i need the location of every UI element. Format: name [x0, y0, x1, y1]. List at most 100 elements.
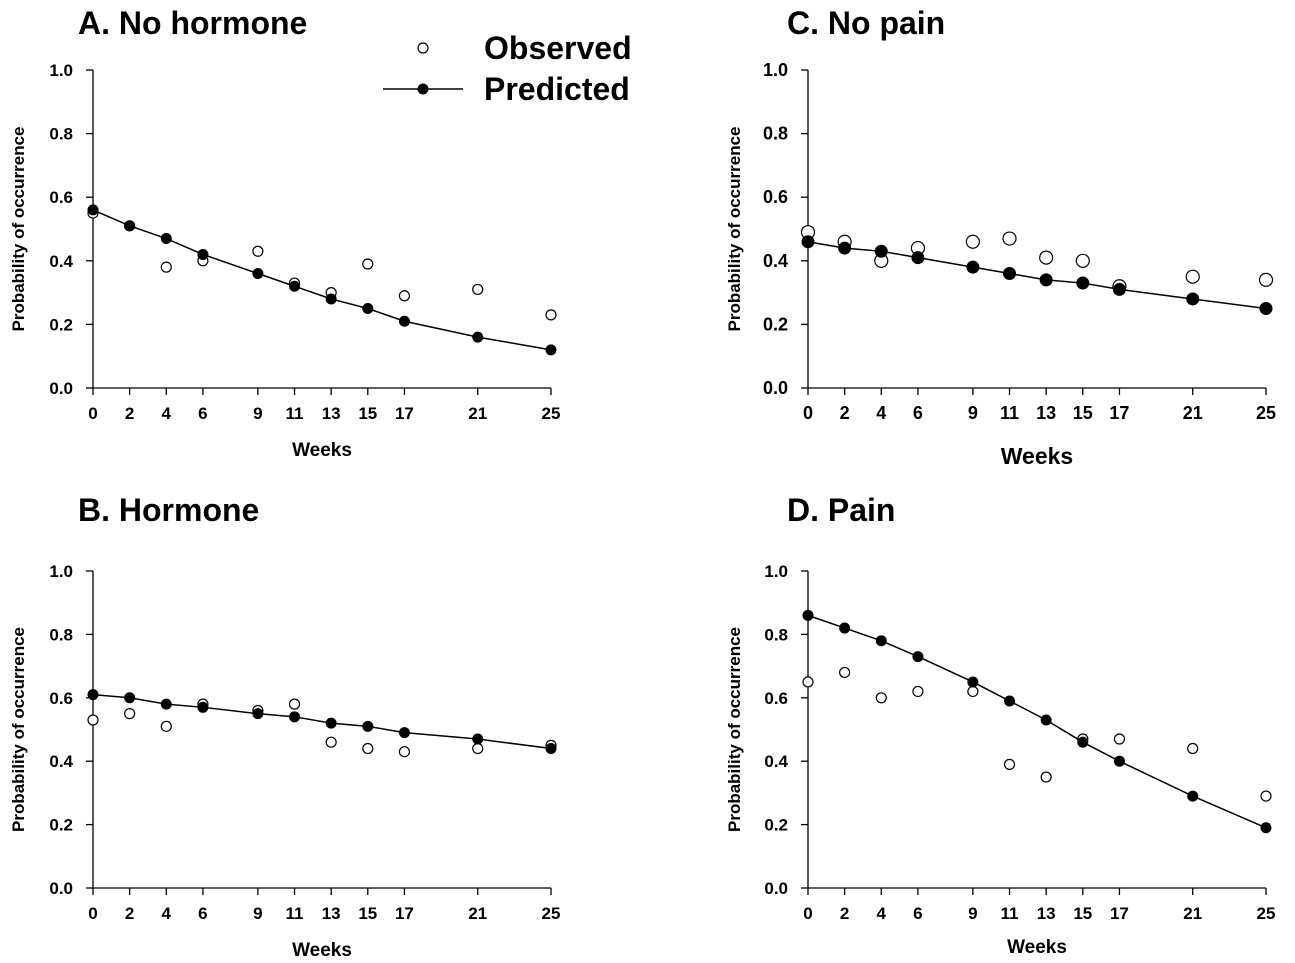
predicted-point	[289, 280, 301, 292]
legend-observed-marker	[417, 42, 429, 54]
x-tick-label: 4	[162, 904, 172, 923]
x-tick-label: 9	[968, 403, 978, 423]
x-tick-label: 4	[876, 403, 886, 423]
y-tick-label: 0.2	[763, 314, 788, 334]
x-tick-label: 6	[198, 404, 207, 423]
predicted-point	[472, 331, 484, 343]
predicted-point	[1077, 736, 1089, 748]
observed-point	[472, 742, 484, 755]
x-tick-label: 2	[125, 404, 134, 423]
predicted-point	[1004, 695, 1016, 707]
y-tick-label: 1.0	[763, 60, 788, 80]
y-tick-label: 1.0	[764, 562, 788, 581]
observed-point	[87, 714, 99, 726]
predicted-point	[472, 733, 484, 745]
y-tick-label: 0.2	[49, 816, 73, 835]
observed-point	[965, 234, 980, 249]
observed-point	[967, 685, 979, 698]
x-tick-label: 21	[1183, 403, 1203, 423]
observed-point	[1002, 231, 1017, 246]
y-axis-title: Probability of occurrence	[9, 627, 28, 832]
x-tick-label: 17	[395, 404, 414, 423]
observed-point	[362, 742, 374, 755]
panel-a: A. No hormone 0.0 0.2 0.4 0.6 0.8 1.0 0 2 4 6 9 11 13…	[9, 5, 560, 461]
observed-point	[875, 692, 887, 704]
legend-predicted-label: Predicted	[484, 71, 630, 107]
y-tick-label: 0.4	[764, 752, 788, 771]
x-tick-label: 13	[1037, 904, 1056, 923]
predicted-point	[124, 692, 136, 704]
legend-predicted-marker	[417, 83, 429, 95]
x-tick-label: 11	[286, 404, 304, 423]
observed-point	[1075, 253, 1090, 268]
observed-point	[325, 736, 337, 748]
y-axis-title: Probability of occurrence	[725, 127, 744, 332]
x-tick-label: 21	[468, 904, 487, 923]
x-tick-label: 15	[1073, 904, 1092, 923]
predicted-point	[875, 635, 887, 647]
y-tick-label: 0.2	[49, 315, 73, 334]
y-tick-label: 0.8	[764, 625, 788, 644]
observed-point	[124, 708, 136, 720]
observed-point	[398, 746, 411, 758]
panel-title: A. No hormone	[78, 5, 307, 41]
x-tick-label: 0	[88, 904, 97, 923]
observed-point	[1185, 269, 1200, 284]
y-tick-label: 0.4	[49, 252, 73, 271]
x-tick-label: 2	[840, 904, 849, 923]
x-tick-label: 6	[913, 403, 923, 423]
predicted-point	[1187, 790, 1199, 802]
predicted-point	[545, 743, 557, 755]
panel-title: D. Pain	[787, 492, 895, 528]
y-tick-label: 1.0	[49, 61, 73, 80]
x-tick-label: 25	[1257, 904, 1276, 923]
x-tick-label: 9	[253, 904, 262, 923]
y-tick-label: 0.0	[763, 378, 788, 398]
observed-point	[1258, 272, 1274, 287]
x-tick-label: 25	[542, 904, 561, 923]
x-tick-label: 13	[322, 904, 341, 923]
observed-point	[160, 720, 172, 732]
x-tick-label: 9	[968, 904, 977, 923]
x-tick-label: 11	[286, 904, 304, 923]
panel-b: B. Hormone 0.0 0.2 0.4 0.6 0.8 1.0 0 2 4 6 9 11 13 15 1…	[9, 492, 560, 961]
legend-observed-label: Observed	[484, 30, 632, 66]
predicted-point	[252, 708, 264, 720]
observed-point	[1003, 758, 1016, 770]
x-tick-label: 0	[88, 404, 97, 423]
predicted-point	[1259, 302, 1273, 315]
observed-point	[288, 698, 301, 710]
observed-point	[472, 283, 484, 296]
x-axis-title: Weeks	[1001, 443, 1073, 469]
x-tick-label: 0	[803, 904, 812, 923]
predicted-point	[160, 698, 172, 710]
observed-point	[362, 258, 374, 270]
y-tick-label: 0.6	[764, 689, 788, 708]
predicted-point	[325, 717, 337, 729]
predicted-point	[545, 344, 557, 356]
y-tick-label: 0.6	[49, 188, 73, 207]
predicted-point	[1186, 292, 1200, 306]
y-tick-label: 0.0	[764, 879, 788, 898]
predicted-point	[1260, 822, 1272, 834]
y-tick-label: 0.8	[49, 125, 73, 144]
predicted-point	[801, 235, 815, 249]
predicted-point	[362, 720, 374, 732]
x-tick-label: 13	[1036, 403, 1056, 423]
y-tick-label: 0.0	[49, 879, 73, 898]
predicted-point	[289, 711, 301, 723]
observed-point	[398, 290, 411, 302]
x-tick-label: 11	[1001, 904, 1019, 923]
predicted-point	[1076, 276, 1090, 290]
y-tick-label: 0.6	[49, 689, 73, 708]
predicted-point	[398, 315, 410, 327]
predicted-point	[398, 727, 410, 739]
predicted-point	[912, 651, 924, 663]
observed-point	[912, 685, 924, 698]
y-axis-title: Probability of occurrence	[9, 127, 28, 332]
x-tick-label: 17	[395, 904, 414, 923]
x-tick-label: 15	[358, 904, 377, 923]
x-tick-label: 25	[542, 404, 561, 423]
predicted-point	[911, 251, 925, 265]
